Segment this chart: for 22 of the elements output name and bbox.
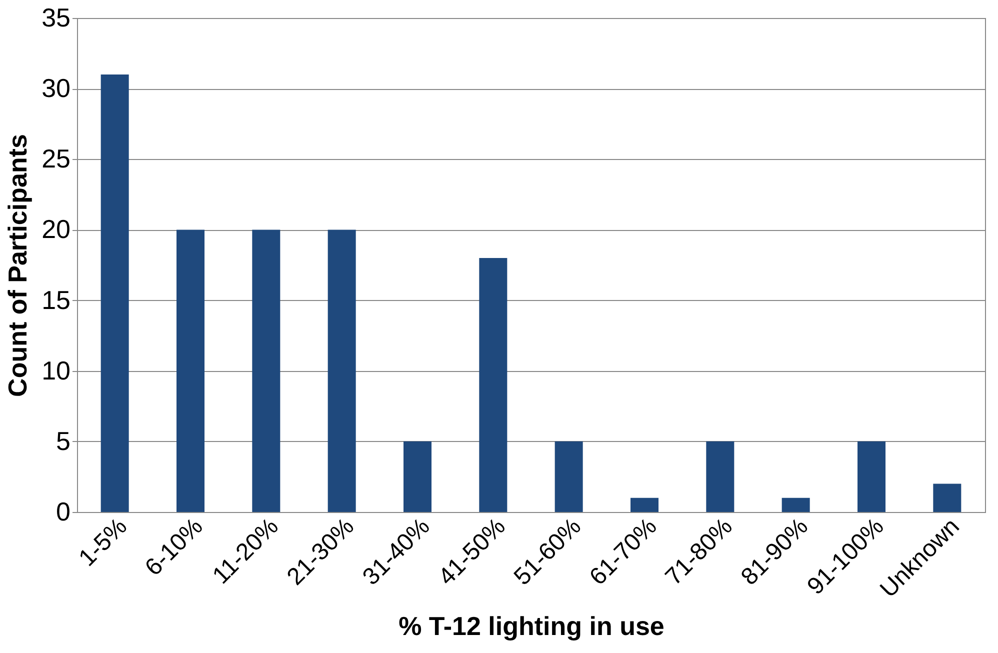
bar [176, 230, 204, 512]
bar [328, 230, 356, 512]
bar [858, 441, 886, 512]
bar [782, 498, 810, 512]
bar [706, 441, 734, 512]
y-tick-label: 25 [42, 144, 70, 174]
bar [404, 441, 432, 512]
bar [630, 498, 658, 512]
y-tick-label: 35 [42, 2, 70, 32]
y-tick-label: 10 [42, 355, 70, 386]
bar [479, 258, 508, 512]
bar [100, 74, 129, 512]
y-tick-label: 15 [42, 284, 70, 315]
x-axis-title: % T-12 lighting in use [398, 611, 664, 642]
y-tick-label: 5 [56, 426, 70, 456]
bar [554, 441, 583, 512]
y-axis-title: Count of Participants [2, 134, 33, 397]
y-tick-label: 20 [42, 214, 70, 244]
bar [933, 484, 962, 512]
bar [252, 230, 280, 512]
y-tick-label: 0 [56, 496, 70, 526]
y-tick-label: 30 [42, 73, 70, 104]
